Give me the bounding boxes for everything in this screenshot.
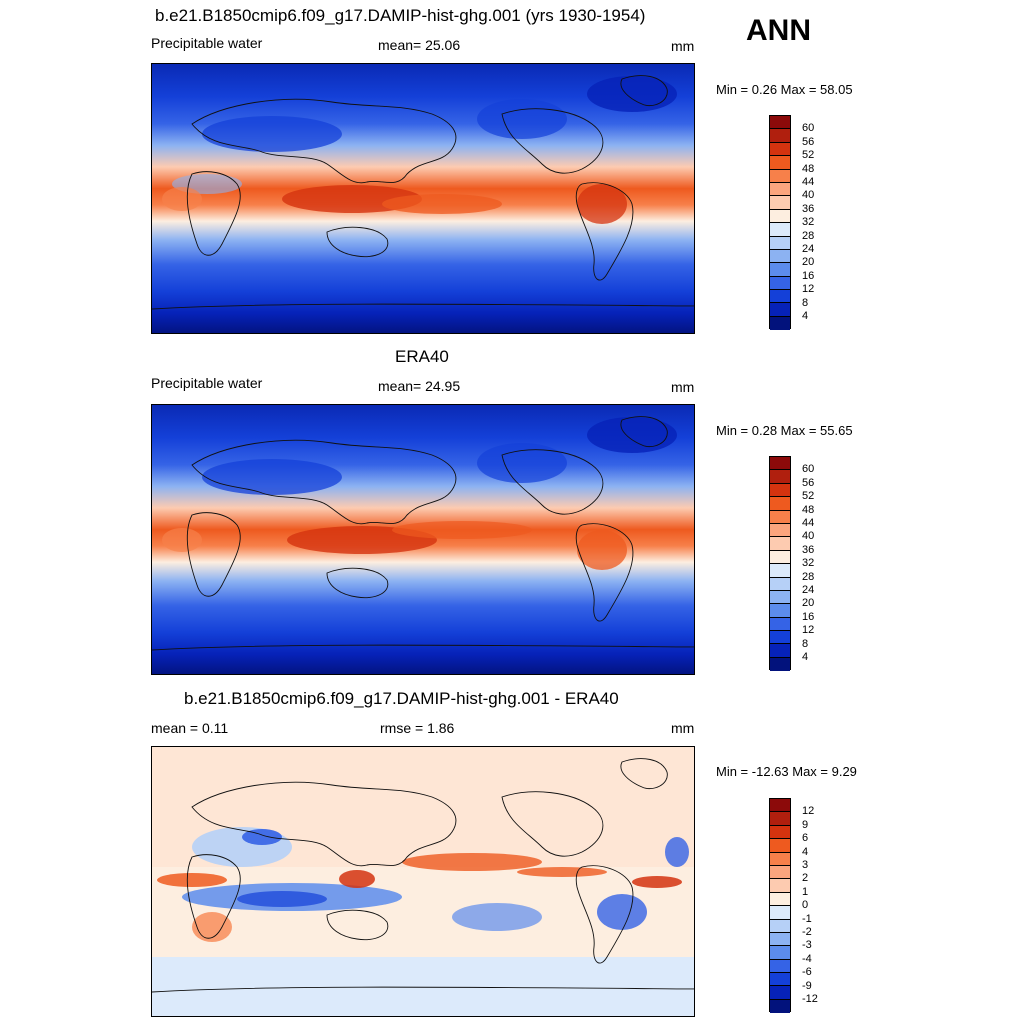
- panel3-colorbar-label: 4: [802, 846, 809, 858]
- panel3-colorbar-label: -12: [802, 993, 818, 1005]
- panel3-colorbar-label: 9: [802, 819, 809, 831]
- panel1-colorbar-label: 60: [802, 122, 815, 134]
- panel1-title: b.e21.B1850cmip6.f09_g17.DAMIP-hist-ghg.…: [155, 6, 646, 25]
- panel1-colorbar-label: 44: [802, 176, 815, 188]
- panel1-colorbar-label: 8: [802, 297, 809, 309]
- panel2-title: ERA40: [395, 347, 449, 366]
- panel1-units: mm: [671, 38, 695, 54]
- panel2-colorbar-label: 44: [802, 517, 815, 529]
- panel2-colorbar-label: 60: [802, 463, 815, 475]
- panel1-colorbar-label: 36: [802, 203, 815, 215]
- panel1-variable-label: Precipitable water: [151, 35, 263, 51]
- panel3-colorbar-label: 3: [802, 859, 809, 871]
- panel2-mean-label: mean= 24.95: [378, 378, 461, 394]
- panel1-colorbar-label: 56: [802, 136, 815, 148]
- panel2-minmax: Min = 0.28 Max = 55.65: [716, 423, 853, 438]
- panel3-colorbar-label: 2: [802, 872, 809, 884]
- panel3-units: mm: [671, 720, 695, 736]
- panel2-variable-label: Precipitable water: [151, 375, 263, 391]
- panel1-colorbar-label: 4: [802, 310, 809, 322]
- panel2-colorbar-label: 52: [802, 490, 815, 502]
- panel3-title: b.e21.B1850cmip6.f09_g17.DAMIP-hist-ghg.…: [184, 689, 619, 708]
- panel1-colorbar-label: 12: [802, 283, 815, 295]
- panel2-units: mm: [671, 379, 695, 395]
- panel1-mean-label: mean= 25.06: [378, 37, 461, 53]
- panel1-colorbar-label: 16: [802, 270, 815, 282]
- panel3-mean-label: mean = 0.11: [151, 720, 229, 736]
- panel3-colorbar-label: -3: [802, 939, 812, 951]
- panel3-colorbar-label: 12: [802, 805, 815, 817]
- panel1-colorbar-label: 52: [802, 149, 815, 161]
- panel2-colorbar-label: 32: [802, 557, 815, 569]
- panel1-colorbar: [769, 115, 791, 330]
- panel1-colorbar-label: 32: [802, 216, 815, 228]
- panel3-colorbar-label: -9: [802, 980, 812, 992]
- panel2-colorbar: [769, 456, 791, 671]
- panel3-colorbar-label: -2: [802, 926, 812, 938]
- panel1-colorbar-label: 48: [802, 163, 815, 175]
- panel2-map: [151, 404, 695, 675]
- panel2-colorbar-label: 24: [802, 584, 815, 596]
- panel2-colorbar-label: 48: [802, 504, 815, 516]
- season-label: ANN: [746, 14, 811, 47]
- panel2-colorbar-label: 28: [802, 571, 815, 583]
- panel3-minmax: Min = -12.63 Max = 9.29: [716, 764, 857, 779]
- panel3-colorbar-label: -4: [802, 953, 812, 965]
- panel2-colorbar-label: 12: [802, 624, 815, 636]
- panel1-colorbar-label: 20: [802, 256, 815, 268]
- panel3-colorbar-label: 1: [802, 886, 809, 898]
- panel3-colorbar-label: 0: [802, 899, 809, 911]
- panel3-colorbar: [769, 798, 791, 1013]
- panel1-minmax: Min = 0.26 Max = 58.05: [716, 82, 853, 97]
- panel3-rmse-label: rmse = 1.86: [380, 720, 455, 736]
- panel3-map: [151, 746, 695, 1017]
- panel2-colorbar-label: 20: [802, 597, 815, 609]
- panel1-colorbar-label: 24: [802, 243, 815, 255]
- panel2-colorbar-label: 56: [802, 477, 815, 489]
- panel3-colorbar-label: -1: [802, 913, 812, 925]
- panel1-colorbar-label: 28: [802, 230, 815, 242]
- panel2-colorbar-label: 36: [802, 544, 815, 556]
- panel1-colorbar-label: 40: [802, 189, 815, 201]
- panel2-colorbar-label: 16: [802, 611, 815, 623]
- panel2-colorbar-label: 4: [802, 651, 809, 663]
- panel1-map: [151, 63, 695, 334]
- panel3-colorbar-label: 6: [802, 832, 809, 844]
- panel2-colorbar-label: 8: [802, 638, 809, 650]
- panel3-colorbar-label: -6: [802, 966, 812, 978]
- panel2-colorbar-label: 40: [802, 530, 815, 542]
